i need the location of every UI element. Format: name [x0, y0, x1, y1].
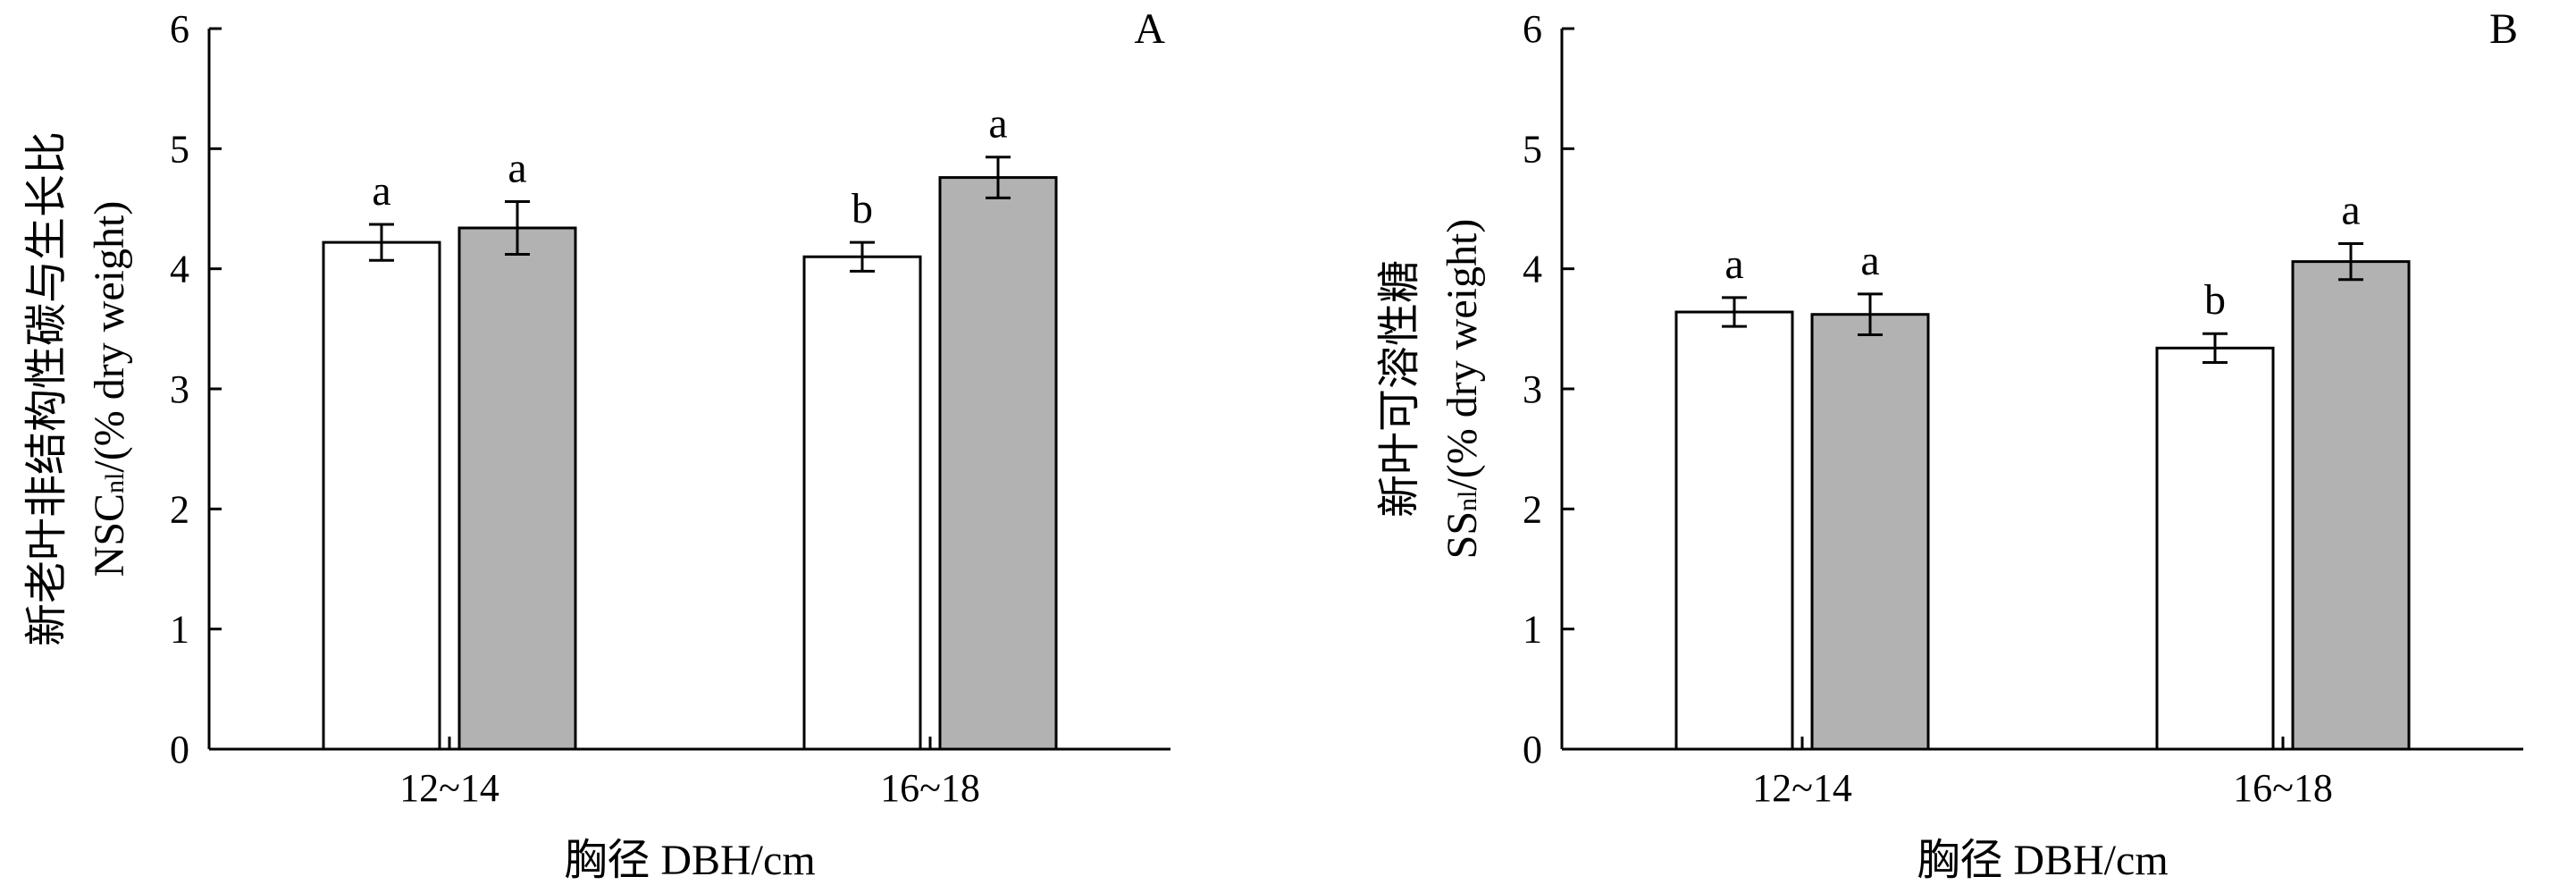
x-ticks: 12~14 16~18: [1752, 737, 2333, 810]
bar: [1674, 310, 1794, 751]
significance-letter: a: [1724, 240, 1743, 288]
y-tick-label: 2: [170, 487, 189, 531]
significance-letter: a: [2341, 186, 2360, 233]
y-tick-label: 3: [1523, 367, 1542, 411]
y-tick-label: 1: [1523, 608, 1542, 652]
y-tick-label: 5: [1523, 127, 1542, 171]
bar: [802, 255, 922, 751]
panel-label: B: [2489, 5, 2518, 53]
y-axis-label-sub: nl: [1453, 491, 1482, 511]
significance-letter: a: [988, 100, 1007, 148]
y-axis-label-rest: /(% dry weight): [1439, 219, 1486, 491]
y-tick-label: 6: [1523, 7, 1542, 51]
y-axis-label-rest: /(% dry weight): [86, 201, 133, 473]
significance-letter: a: [508, 144, 526, 191]
bars: a a b a: [1674, 186, 2411, 751]
x-ticks: 12~14 16~18: [399, 737, 980, 810]
bar: [2291, 260, 2411, 751]
y-axis-label-line2: SSnl/(% dry weight): [1439, 219, 1486, 560]
y-ticks: 0 1 2 3 4 5 6: [170, 7, 222, 771]
significance-letter: b: [852, 185, 873, 232]
y-axis-label-main: NSC: [86, 493, 133, 577]
y-tick-label: 6: [170, 7, 189, 51]
panel-b: 0 1 2 3 4 5 6 12~14 16~18 a a b a B 胸径 DBH/cm 新叶可溶…: [1376, 5, 2523, 884]
y-axis-label: 新老叶非结构性碳与生长比 NSCnl/(% dry weight): [23, 131, 133, 646]
bars: a a b a: [322, 100, 1058, 751]
y-tick-label: 3: [170, 367, 189, 411]
significance-letter: a: [1860, 237, 1879, 284]
y-axis-label-sub: nl: [100, 473, 130, 493]
y-tick-label: 5: [170, 127, 189, 171]
y-tick-label: 4: [170, 248, 189, 291]
x-axis-label: 胸径 DBH/cm: [564, 837, 815, 884]
y-tick-label: 0: [170, 728, 189, 771]
y-tick-label: 0: [1523, 728, 1542, 771]
bar: [1810, 313, 1930, 751]
x-tick-label: 12~14: [399, 766, 499, 810]
x-tick-label: 12~14: [1752, 766, 1852, 810]
y-tick-label: 4: [1523, 248, 1542, 291]
x-axis-label: 胸径 DBH/cm: [1917, 837, 2168, 884]
y-tick-label: 2: [1523, 487, 1542, 531]
panel-label: A: [1134, 5, 1165, 53]
y-axis-label-line1: 新老叶非结构性碳与生长比: [23, 131, 71, 646]
y-axis-label-main: SS: [1439, 511, 1486, 559]
y-tick-label: 1: [170, 608, 189, 652]
bar: [322, 240, 441, 751]
y-ticks: 0 1 2 3 4 5 6: [1523, 7, 1574, 771]
bar: [938, 176, 1058, 751]
significance-letter: a: [372, 167, 390, 215]
panel-a: 0 1 2 3 4 5 6 12~14 16~18 a a b a A 胸径 DBH/cm 新老叶非…: [23, 5, 1171, 884]
y-axis-label: 新叶可溶性糖 SSnl/(% dry weight): [1376, 219, 1486, 560]
y-axis-label-line2: NSCnl/(% dry weight): [86, 201, 133, 577]
x-tick-label: 16~18: [2233, 766, 2333, 810]
bar: [457, 226, 577, 751]
bar: [2155, 346, 2275, 751]
x-tick-label: 16~18: [880, 766, 980, 810]
y-axis-label-line1: 新叶可溶性糖: [1376, 260, 1423, 518]
significance-letter: b: [2204, 276, 2226, 324]
